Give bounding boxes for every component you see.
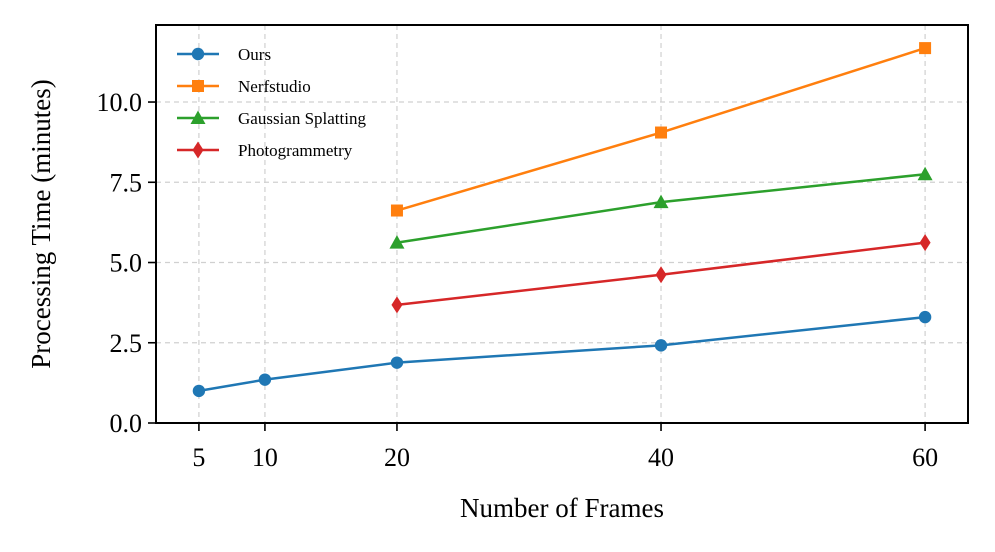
series-photogrammetry	[391, 234, 931, 314]
x-tick-label: 10	[252, 443, 278, 472]
plot-frame	[155, 24, 969, 424]
data-point-nerfstudio	[655, 126, 668, 139]
legend-marker	[191, 47, 205, 61]
data-point-ours	[258, 373, 272, 386]
legend-marker	[192, 141, 204, 159]
data-point-ours	[918, 310, 932, 324]
data-point-photogrammetry	[391, 296, 403, 314]
y-tick-label: 10.0	[97, 88, 143, 117]
data-point-gaussian-splatting	[653, 194, 669, 209]
y-tick-label: 5.0	[110, 249, 143, 278]
legend-item-photogrammetry: Photogrammetry	[177, 141, 353, 160]
legend-marker	[190, 110, 206, 124]
data-point-gaussian-splatting	[917, 166, 933, 181]
series-gaussian-splatting	[389, 166, 933, 249]
ticks: 5 10 20 40 60 0.0 2.5 5.0 7.5 10.0	[97, 88, 939, 472]
y-tick-label: 2.5	[110, 329, 143, 358]
legend-item-nerfstudio: Nerfstudio	[177, 77, 311, 96]
legend-item-ours: Ours	[177, 45, 271, 64]
data-point-gaussian-splatting	[389, 235, 405, 249]
data-point-nerfstudio	[390, 204, 403, 217]
legend-label: Photogrammetry	[238, 141, 353, 160]
data-point-ours	[192, 384, 206, 398]
legend-label: Nerfstudio	[238, 77, 311, 96]
series-nerfstudio	[390, 42, 932, 217]
data-point-nerfstudio	[919, 42, 932, 55]
x-tick-label: 5	[192, 443, 205, 472]
y-axis-label: Processing Time (minutes)	[26, 79, 56, 369]
y-tick-label: 7.5	[110, 168, 143, 197]
legend: Ours Nerfstudio Gaussian Splatting Photogra…	[177, 45, 366, 160]
data-point-ours	[390, 356, 404, 369]
x-tick-label: 20	[384, 443, 410, 472]
series-layer	[192, 42, 933, 398]
legend-marker	[192, 80, 204, 92]
data-point-ours	[654, 339, 668, 352]
y-tick-label: 0.0	[110, 409, 143, 438]
x-tick-label: 40	[648, 443, 674, 472]
legend-label: Gaussian Splatting	[238, 109, 366, 128]
data-point-photogrammetry	[919, 234, 931, 252]
series-line-ours	[198, 315, 926, 393]
series-ours	[192, 310, 932, 398]
legend-item-gaussian-splatting: Gaussian Splatting	[177, 109, 366, 128]
data-point-photogrammetry	[655, 266, 667, 284]
x-tick-label: 60	[912, 443, 938, 472]
legend-label: Ours	[238, 45, 271, 64]
x-axis-label: Number of Frames	[460, 493, 664, 523]
